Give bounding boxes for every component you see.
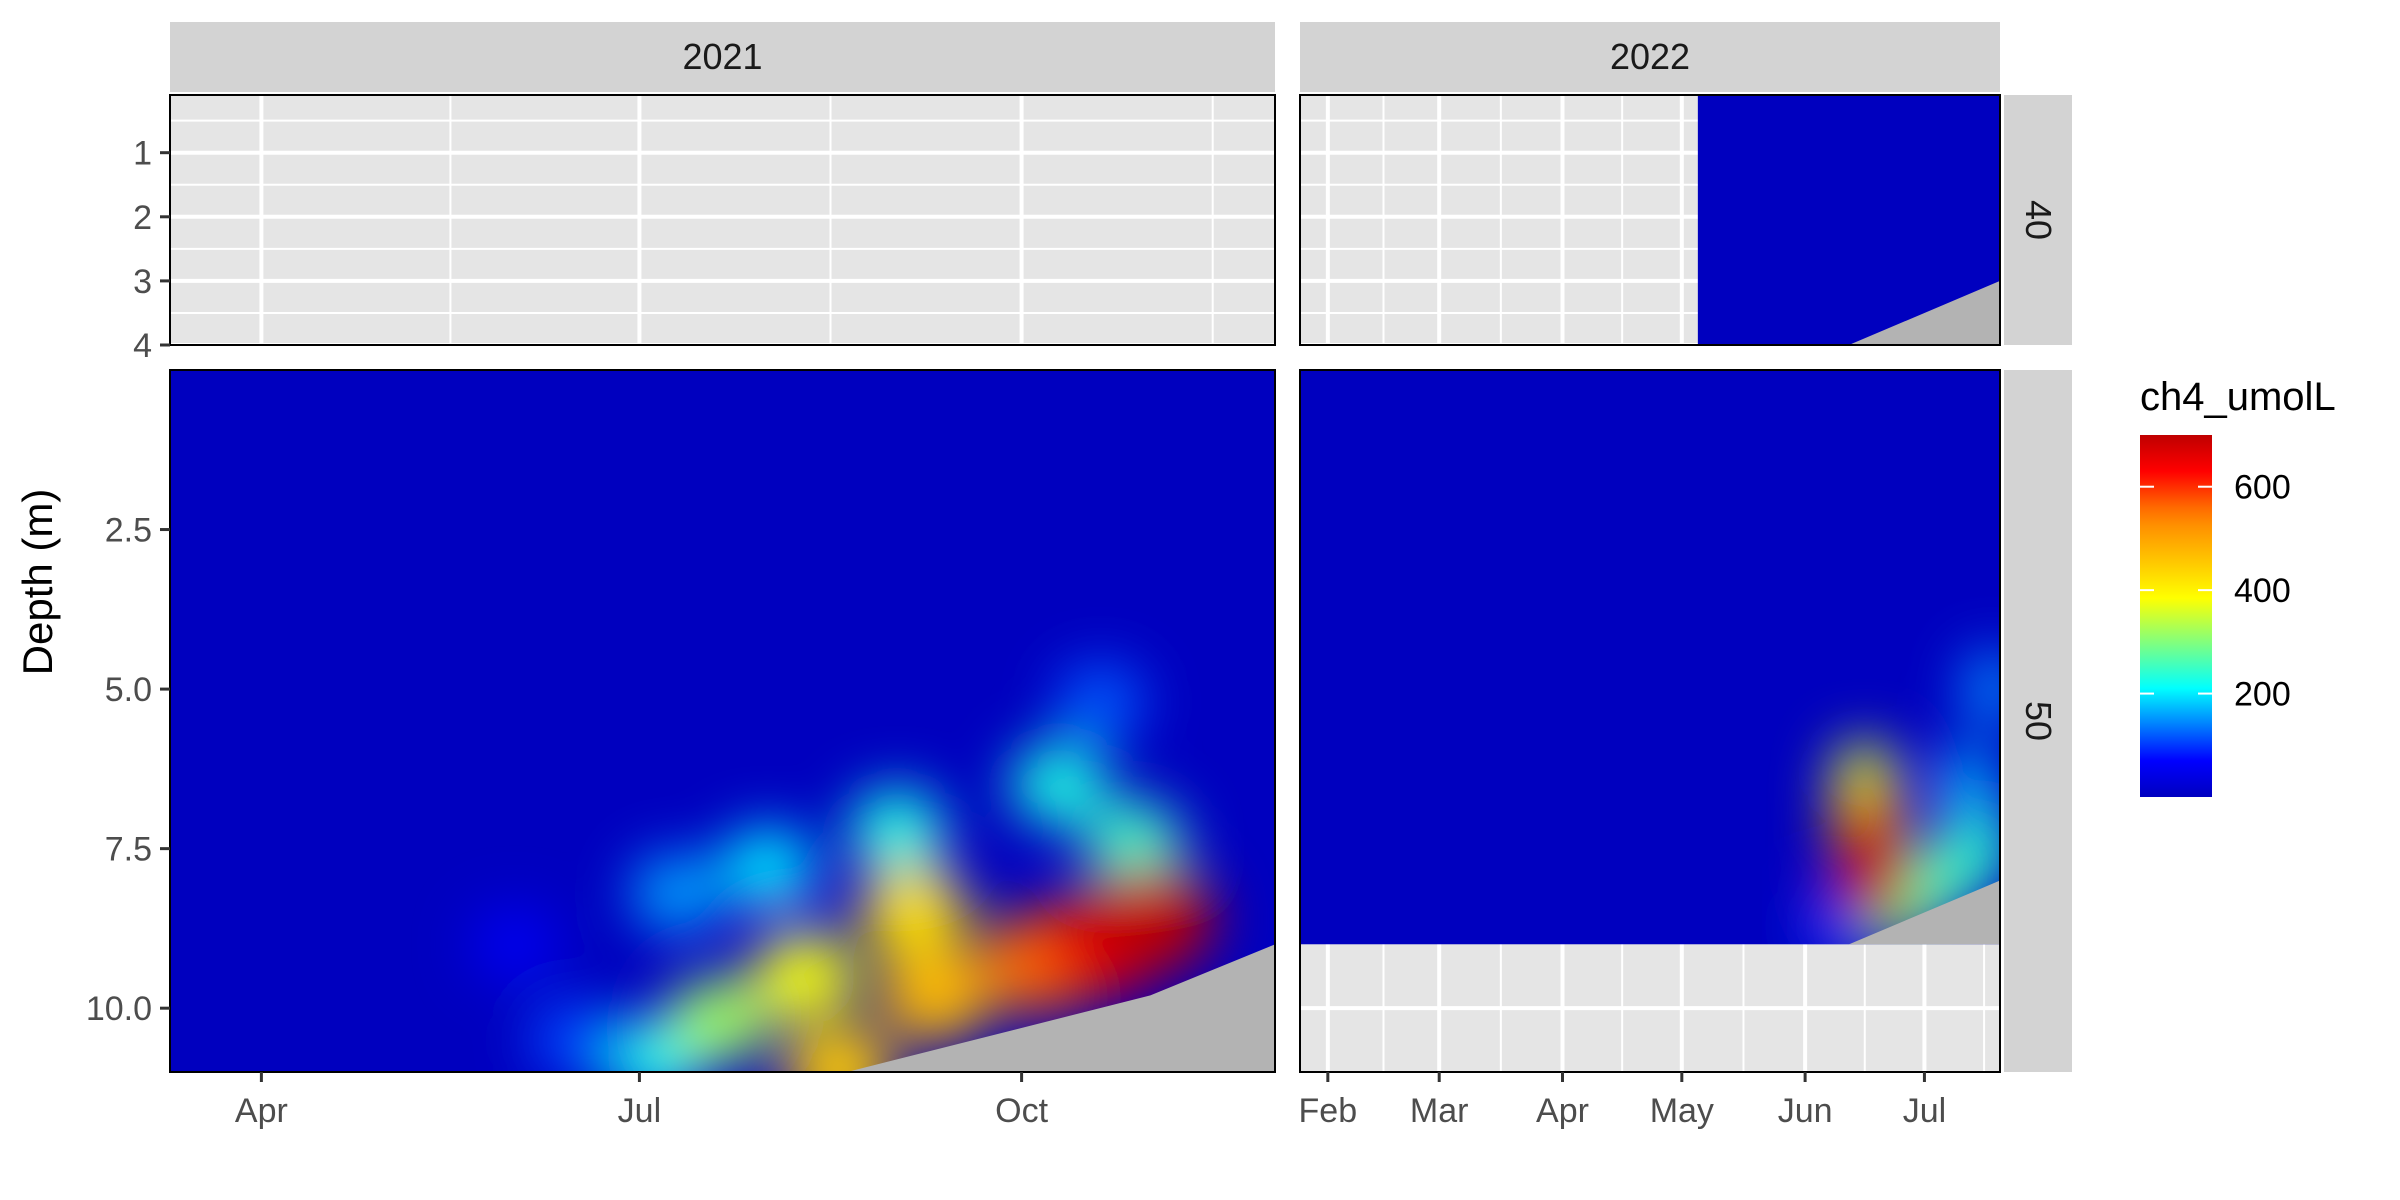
x-tick-label: Jul (1903, 1092, 1946, 1130)
ch4-hotspot (631, 854, 723, 932)
lake-bottom-area (847, 944, 1275, 1072)
y-axis-title: Depth (m) (14, 489, 61, 676)
legend-title: ch4_umolL (2140, 375, 2336, 419)
x-tick-label: Apr (1536, 1092, 1589, 1130)
lake-bottom-area (1848, 880, 2000, 945)
y-tick-label: 1 (133, 135, 152, 173)
panel-50-2022 (1299, 368, 2001, 1073)
x-tick-label: May (1650, 1092, 1714, 1130)
ch4-concentration-field (1697, 95, 2000, 345)
facet-strips: 2021 2022 40 50 (170, 22, 2072, 1072)
panel-gridlines (170, 95, 1275, 347)
panel-border (1299, 94, 2001, 346)
facet-strip-2021 (170, 22, 1275, 92)
panel-border (169, 94, 1276, 346)
facet-strip-label: 40 (2018, 200, 2059, 240)
ch4-hotspot (849, 788, 945, 871)
ch4-hotspot (1939, 746, 1998, 824)
ch4-hotspot (1963, 650, 2000, 728)
y-tick-label: 10.0 (86, 990, 152, 1028)
panel-40-2021 (169, 94, 1276, 347)
legend-tick-label: 600 (2234, 469, 2291, 507)
ch4-concentration-field (170, 370, 1275, 1072)
y-tick-label: 7.5 (105, 831, 152, 869)
x-tick-label: Oct (995, 1092, 1048, 1130)
facet-strip-label: 2021 (682, 36, 762, 77)
ch4-hotspot (1831, 813, 1914, 923)
x-tick-label: Jun (1778, 1092, 1833, 1130)
facet-strip-label: 2022 (1610, 36, 1690, 77)
panel-40-2022 (1299, 94, 2001, 347)
panel-border (169, 369, 1276, 1073)
y-tick-label: 5.0 (105, 671, 152, 709)
ch4-hotspot (1056, 664, 1145, 740)
ch4-hotspots (472, 664, 1216, 1072)
facet-strip-40 (2004, 95, 2072, 345)
facet-strip-50 (2004, 370, 2072, 1072)
axes-layer: 1 2 3 4 2.5 5.0 7.5 10.0 Apr Jul Oct Feb Mar Apr May Ju… (86, 135, 1946, 1130)
ch4-hotspot (1085, 864, 1216, 974)
x-tick-label: Feb (1299, 1092, 1358, 1130)
y-tick-label: 4 (133, 327, 152, 365)
ch4-hotspot (1085, 801, 1183, 884)
y-tick-label: 2 (133, 199, 152, 237)
facet-strip-2022 (1300, 22, 2000, 92)
legend-tick-label: 400 (2234, 572, 2291, 610)
ch4-hotspot (1011, 744, 1107, 826)
ch4-hotspot (529, 1003, 617, 1072)
panel-50-2021 (169, 368, 1276, 1073)
legend-colorbar (2140, 435, 2212, 797)
ch4-hotspot (783, 1024, 895, 1072)
facet-strip-label: 50 (2018, 701, 2059, 741)
lake-bottom-area (1848, 280, 2000, 345)
ch4-concentration-field (1300, 370, 2000, 945)
y-tick-label: 3 (133, 263, 152, 301)
y-tick-label: 2.5 (105, 512, 152, 550)
legend-tick-label: 200 (2234, 676, 2291, 714)
panel-border (1299, 369, 2001, 1073)
ch4-hotspot (877, 947, 991, 1044)
x-tick-label: Jul (618, 1092, 661, 1130)
panels-layer (169, 94, 2001, 1073)
x-tick-label: Apr (235, 1092, 288, 1130)
ch4-hotspot (667, 977, 770, 1065)
x-tick-label: Mar (1410, 1092, 1469, 1130)
colorbar-legend: ch4_umolL 200 400 600 (2140, 375, 2336, 797)
ch4-hotspot (472, 908, 557, 980)
ch4-hotspot (752, 931, 859, 1022)
panel-background (170, 95, 1275, 345)
ch4-hotspot (721, 828, 816, 908)
ch4-hotspot (858, 866, 969, 959)
